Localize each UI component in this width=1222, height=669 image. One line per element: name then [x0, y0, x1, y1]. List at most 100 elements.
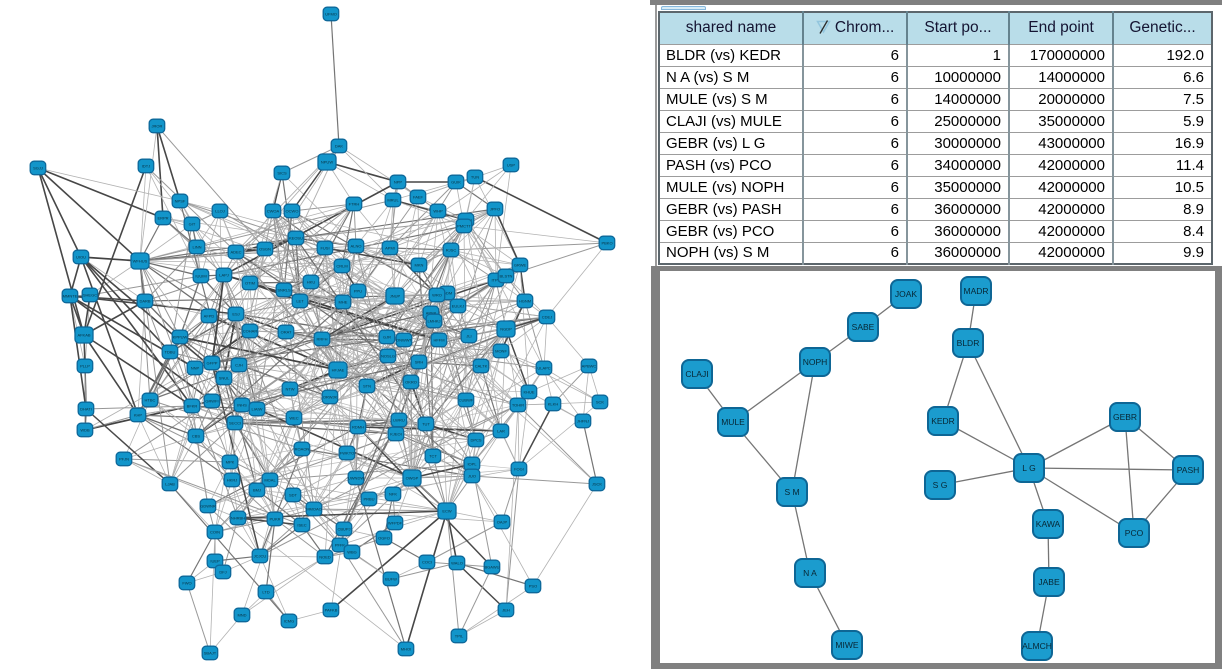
svg-text:ERPR: ERPR [157, 216, 168, 221]
svg-text:ORAT: ORAT [281, 330, 292, 335]
svg-text:MMOAO: MMOAO [306, 507, 322, 512]
svg-text:INHS: INHS [237, 403, 247, 408]
svg-text:PFJN: PFJN [119, 457, 129, 462]
svg-text:OAJP: OAJP [497, 520, 508, 525]
svg-text:JCJCU: JCJCU [254, 554, 267, 559]
svg-text:PLLP: PLLP [80, 364, 90, 369]
svg-text:PFFK: PFFK [335, 543, 346, 548]
svg-text:OGFO: OGFO [378, 536, 390, 541]
svg-text:OCWO: OCWO [286, 209, 299, 214]
svg-text:AFPD: AFPD [204, 314, 215, 319]
svg-text:DPCS: DPCS [470, 438, 481, 443]
svg-text:KAWA: KAWA [1036, 519, 1061, 529]
svg-text:WRO: WRO [432, 293, 442, 298]
svg-text:LAR: LAR [497, 429, 505, 434]
svg-text:WFHUS: WFHUS [133, 259, 148, 264]
svg-text:PASH: PASH [1177, 465, 1200, 475]
svg-text:MND: MND [237, 613, 246, 618]
svg-text:SABE: SABE [852, 322, 875, 332]
svg-text:NNP: NNP [191, 366, 200, 371]
svg-text:MOAL: MOAL [264, 478, 276, 483]
svg-text:WFPDF: WFPDF [388, 521, 403, 526]
svg-text:ALMCH: ALMCH [1022, 641, 1052, 651]
svg-text:LWRU: LWRU [393, 418, 405, 423]
svg-text:NFK: NFK [389, 492, 397, 497]
svg-text:LTD: LTD [262, 590, 269, 595]
svg-text:ONWWT: ONWWT [396, 338, 413, 343]
svg-text:IDTJ: IDTJ [142, 164, 150, 169]
svg-text:WDB: WDB [80, 428, 90, 433]
svg-text:GJR: GJR [383, 335, 391, 340]
svg-text:COIN: COIN [210, 530, 220, 535]
svg-text:APBWC: APBWC [582, 364, 597, 369]
svg-text:DARB: DARB [139, 299, 150, 304]
svg-text:MKN: MKN [415, 263, 424, 268]
svg-text:KEOSU: KEOSU [289, 236, 303, 241]
svg-text:NHRBH: NHRBH [231, 516, 245, 521]
svg-text:MMNTE: MMNTE [63, 294, 78, 299]
svg-text:ULAPC: ULAPC [537, 366, 550, 371]
svg-text:CJH: CJH [235, 363, 243, 368]
svg-text:NOSLG: NOSLG [381, 354, 395, 359]
svg-text:STN: STN [363, 384, 371, 389]
svg-text:NGDP: NGDP [500, 327, 512, 332]
svg-text:CBUPJ: CBUPJ [337, 527, 350, 532]
svg-text:JUO: JUO [468, 474, 476, 479]
svg-text:GRWE: GRWE [514, 263, 527, 268]
svg-text:SNRLS: SNRLS [277, 288, 291, 293]
svg-text:S G: S G [933, 480, 948, 490]
svg-text:BLSTN: BLSTN [500, 274, 513, 279]
svg-text:APFB: APFB [426, 311, 437, 316]
svg-text:MULE: MULE [721, 417, 745, 427]
svg-text:CRLM: CRLM [336, 264, 347, 269]
svg-text:BUFW: BUFW [385, 577, 397, 582]
svg-text:OKRO: OKRO [405, 380, 417, 385]
svg-text:SICS: SICS [277, 171, 287, 176]
svg-text:PPU: PPU [354, 289, 362, 294]
svg-text:PCO: PCO [1125, 528, 1144, 538]
svg-text:MHE: MHE [339, 300, 348, 305]
svg-text:FTRH: FTRH [349, 202, 360, 207]
svg-text:DHATI: DHATI [80, 407, 92, 412]
svg-text:HTBC: HTBC [145, 398, 156, 403]
svg-text:WHP: WHP [433, 209, 443, 214]
svg-text:S M: S M [784, 487, 799, 497]
svg-text:KPPUW: KPPUW [173, 335, 188, 340]
svg-text:PAFKB: PAFKB [325, 608, 338, 613]
svg-text:GDWNR: GDWNR [200, 504, 216, 509]
svg-text:IUUIM: IUUIM [195, 274, 206, 279]
svg-text:DFJ: DFJ [219, 570, 226, 575]
svg-text:OWGP: OWGP [406, 476, 419, 481]
svg-text:AFKAB: AFKAB [77, 333, 90, 338]
svg-text:COCI: COCI [422, 560, 432, 565]
svg-text:TOHIR: TOHIR [512, 403, 524, 408]
svg-text:JNUP: JNUP [390, 294, 401, 299]
svg-text:ORWJK: ORWJK [323, 395, 338, 400]
svg-text:GFPP: GFPP [207, 361, 218, 366]
svg-text:OSGN: OSGN [259, 247, 271, 252]
svg-text:NPUW: NPUW [321, 160, 333, 165]
svg-text:KLKH: KLKH [548, 402, 559, 407]
svg-text:TUN: TUN [471, 175, 479, 180]
svg-text:PBKO: PBKO [601, 241, 612, 246]
svg-text:PMCTT: PMCTT [457, 224, 471, 229]
svg-text:GIT: GIT [189, 222, 196, 227]
svg-text:UIOU: UIOU [76, 255, 86, 260]
svg-text:CLAJI: CLAJI [685, 369, 708, 379]
svg-text:IUEP: IUEP [210, 559, 220, 564]
svg-text:HKU: HKU [307, 280, 316, 285]
svg-text:FWKTO: FWKTO [340, 451, 354, 456]
svg-text:SRH: SRH [415, 360, 424, 365]
svg-text:COHAR: COHAR [243, 329, 258, 334]
svg-text:HFJAE: HFJAE [332, 368, 345, 373]
svg-text:IGDM: IGDM [442, 291, 452, 296]
svg-text:JSCK: JSCK [592, 482, 603, 487]
svg-text:LIAIW: LIAIW [252, 407, 263, 412]
svg-text:CDEJ: CDEJ [542, 315, 552, 320]
svg-text:JPFO: JPFO [490, 207, 500, 212]
svg-text:LAPJ: LAPJ [219, 273, 229, 278]
svg-text:ALNO: ALNO [351, 244, 362, 249]
svg-text:JOAK: JOAK [895, 289, 918, 299]
svg-text:WBG: WBG [347, 550, 357, 555]
svg-text:ADEC: ADEC [230, 250, 241, 255]
